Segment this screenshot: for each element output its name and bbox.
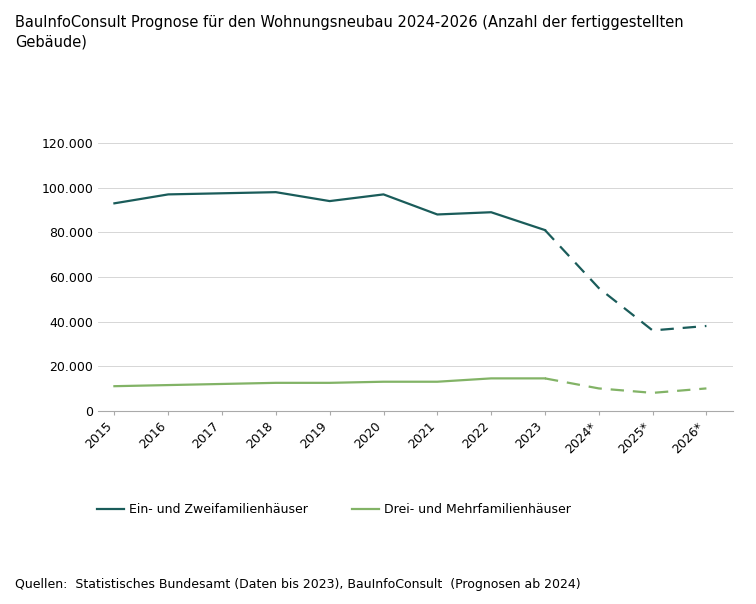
Text: Quellen:  Statistisches Bundesamt (Daten bis 2023), BauInfoConsult  (Prognosen a: Quellen: Statistisches Bundesamt (Daten … <box>15 577 581 591</box>
Text: BauInfoConsult Prognose für den Wohnungsneubau 2024-2026 (Anzahl der fertiggeste: BauInfoConsult Prognose für den Wohnungs… <box>15 15 683 50</box>
Legend: Ein- und Zweifamilienhäuser, Drei- und Mehrfamilienhäuser: Ein- und Zweifamilienhäuser, Drei- und M… <box>91 498 576 521</box>
